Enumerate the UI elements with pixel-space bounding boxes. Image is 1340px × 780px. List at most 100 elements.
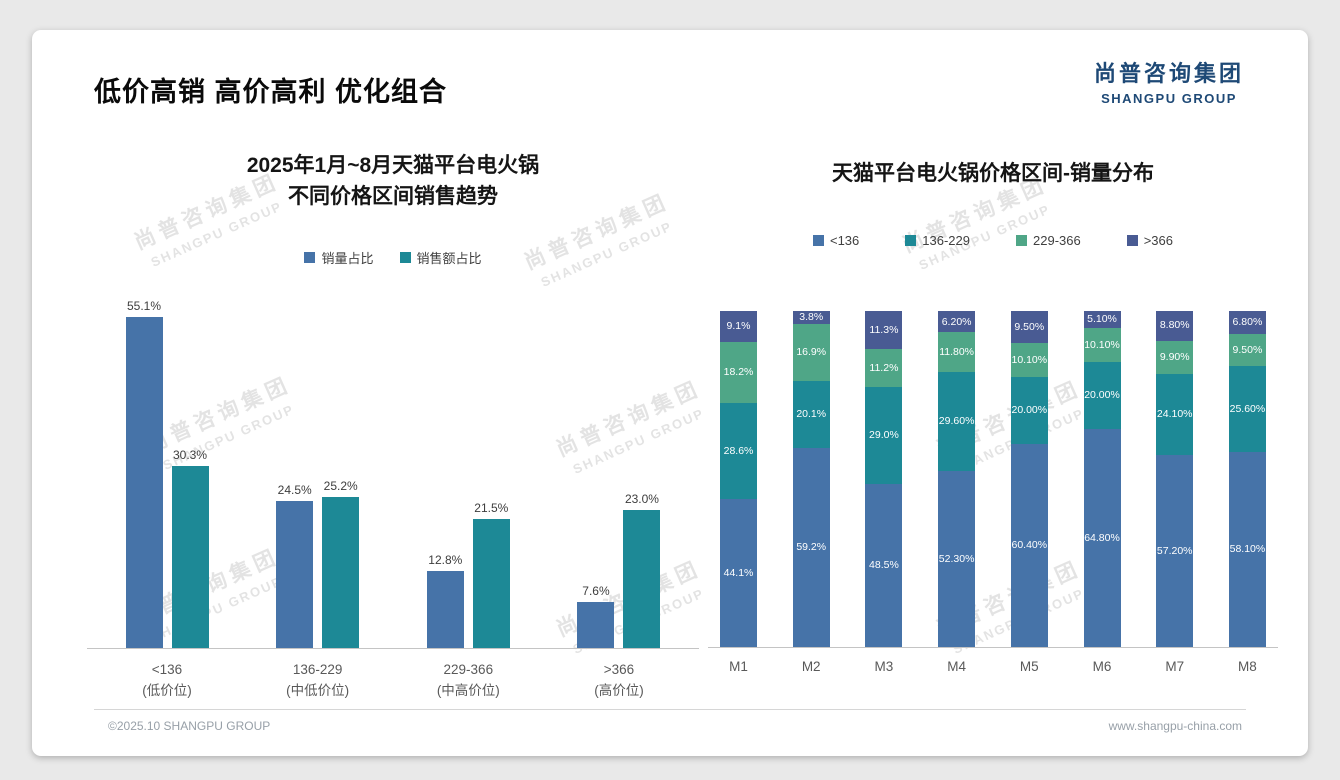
bar-rect [322, 496, 360, 648]
bar-value-label: 23.0% [624, 492, 659, 506]
stacked-segment: 5.10% [1083, 311, 1121, 329]
stacked-segment: 60.40% [1010, 444, 1048, 647]
stacked-segment: 11.3% [865, 311, 903, 350]
slide: 尚普咨询集团 SHANGPU GROUP 尚普咨询集团 SHANGPU GROUP 尚普… [32, 30, 1308, 756]
category-label: 229-366 (中高价位) [398, 659, 538, 701]
stacked-segment: 6.20% [938, 311, 976, 333]
segment-value-label: 5.10% [1087, 313, 1117, 326]
bar-rect [472, 519, 510, 648]
segment-value-label: 18.2% [723, 365, 754, 378]
segment-value-label: 8.80% [1159, 319, 1190, 332]
legend-swatch-icon [1016, 235, 1027, 246]
legend-item: 136-229 [905, 233, 970, 248]
bar: 25.2% [322, 479, 360, 648]
stacked-segment: 10.10% [1083, 328, 1121, 363]
segment-value-label: 9.50% [1232, 343, 1263, 356]
bar: 23.0% [623, 492, 661, 648]
legend-item: >366 [1126, 233, 1174, 248]
bar-value-label: 24.5% [277, 483, 312, 497]
footer: ©2025.10 SHANGPU GROUP www.shangpu-china… [94, 709, 1246, 733]
bar-rect [125, 317, 163, 648]
stacked-segment: 25.60% [1228, 365, 1266, 452]
stacked-segment: 48.5% [865, 484, 903, 647]
bar-value-label: 30.3% [172, 448, 208, 463]
bar-rect [623, 510, 661, 648]
chart-price-trend: 2025年1月~8月天猫平台电火锅 不同价格区间销售趋势 销量占比 销售额占比 5… [87, 150, 699, 701]
segment-value-label: 10.10% [1084, 338, 1120, 351]
segment-value-label: 44.1% [723, 566, 754, 579]
segment-value-label: 6.20% [941, 315, 972, 328]
stacked-segment: 16.9% [792, 323, 830, 381]
bar-rect [577, 602, 615, 648]
stacked-column: 9.1% 18.2% 28.6% 44.1% [720, 310, 757, 647]
segment-value-label: 20.00% [1084, 389, 1120, 402]
segment-value-label: 9.50% [1014, 320, 1045, 333]
segment-value-label: 52.30% [938, 552, 975, 565]
legend-item: 销量占比 [304, 248, 374, 267]
legend-item: <136 [812, 233, 860, 248]
grouped-bar-categories: <136 (低价位) 136-229 (中低价位) 229-366 (中高价位) >366 (… [87, 659, 699, 701]
category-label: M3 [874, 659, 894, 674]
legend-label: <136 [829, 233, 860, 248]
stacked-segment: 44.1% [720, 498, 757, 647]
stacked-column: 9.50% 10.10% 20.00% 60.40% [1010, 311, 1048, 647]
footer-copyright: ©2025.10 SHANGPU GROUP [108, 719, 271, 733]
stacked-segment: 6.80% [1228, 311, 1266, 334]
category-label: M2 [801, 659, 821, 674]
bar-group: 24.5% 25.2% [248, 479, 388, 648]
stacked-segment: 9.90% [1156, 340, 1194, 374]
chart-left-title-line1: 2025年1月~8月天猫平台电火锅 [246, 154, 540, 177]
segment-value-label: 25.60% [1229, 402, 1266, 415]
company-logo: 尚普咨询集团 SHANGPU GROUP [1094, 56, 1244, 106]
stacked-segment: 59.2% [792, 448, 830, 647]
stacked-segment: 20.00% [1010, 376, 1048, 445]
segment-value-label: 24.10% [1156, 408, 1193, 421]
bar-group: 12.8% 21.5% [398, 501, 538, 648]
footer-website: www.shangpu-china.com [1108, 719, 1242, 733]
bar-value-label: 7.6% [582, 584, 610, 599]
stacked-segment: 8.80% [1156, 310, 1194, 341]
bar-group: 55.1% 30.3% [97, 299, 237, 648]
segment-value-label: 11.3% [869, 323, 899, 336]
segment-value-label: 58.10% [1229, 543, 1266, 556]
legend-label: >366 [1143, 233, 1174, 248]
chart-left-legend: 销量占比 销售额占比 [87, 248, 699, 267]
stacked-column: 11.3% 11.2% 29.0% 48.5% [865, 311, 903, 647]
stacked-segment: 9.1% [720, 310, 757, 342]
segment-value-label: 20.00% [1011, 404, 1048, 417]
segment-value-label: 10.10% [1011, 353, 1048, 366]
segment-value-label: 11.80% [939, 345, 975, 358]
legend-swatch-icon [304, 252, 316, 263]
category-label: <136 (低价位) [97, 659, 237, 701]
bar: 21.5% [472, 501, 510, 648]
logo-chinese-name: 尚普咨询集团 [1093, 61, 1244, 86]
grouped-bar-plot: 55.1% 30.3% 24.5% 25.2% 12.8% 21.5% 7.6% 23.0% [87, 296, 699, 649]
segment-value-label: 6.80% [1232, 316, 1263, 329]
legend-swatch-icon [399, 252, 411, 263]
category-label-sub: (高价位) [594, 683, 644, 698]
legend-label: 销售额占比 [416, 251, 482, 266]
bar-rect [171, 466, 209, 648]
stacked-bar-categories: M1 M2 M3 M4 M5 M6 M7 M8 [708, 659, 1278, 674]
category-label-main: >366 [603, 662, 635, 677]
stacked-segment: 11.2% [865, 349, 903, 387]
category-label: >366 (高价位) [549, 659, 689, 701]
page-title: 低价高销 高价高利 优化组合 [94, 77, 448, 107]
stacked-segment: 9.50% [1228, 333, 1266, 366]
stacked-segment: 3.8% [792, 311, 830, 324]
chart-left-title-line2: 不同价格区间销售趋势 [288, 185, 498, 208]
bar: 24.5% [276, 483, 314, 648]
stacked-column: 8.80% 9.90% 24.10% 57.20% [1156, 310, 1194, 647]
legend-label: 销量占比 [321, 251, 374, 266]
category-label: 136-229 (中低价位) [248, 659, 388, 701]
category-label: M1 [729, 659, 748, 674]
stacked-column: 5.10% 10.10% 20.00% 64.80% [1083, 311, 1121, 647]
bar-value-label: 21.5% [474, 501, 509, 515]
legend-item: 229-366 [1016, 233, 1081, 248]
stacked-segment: 57.20% [1156, 454, 1194, 647]
stacked-segment: 58.10% [1228, 451, 1266, 647]
category-label: M4 [947, 659, 966, 674]
bar: 12.8% [426, 553, 464, 648]
category-label-main: <136 [151, 662, 183, 677]
stacked-segment: 29.60% [938, 371, 976, 472]
